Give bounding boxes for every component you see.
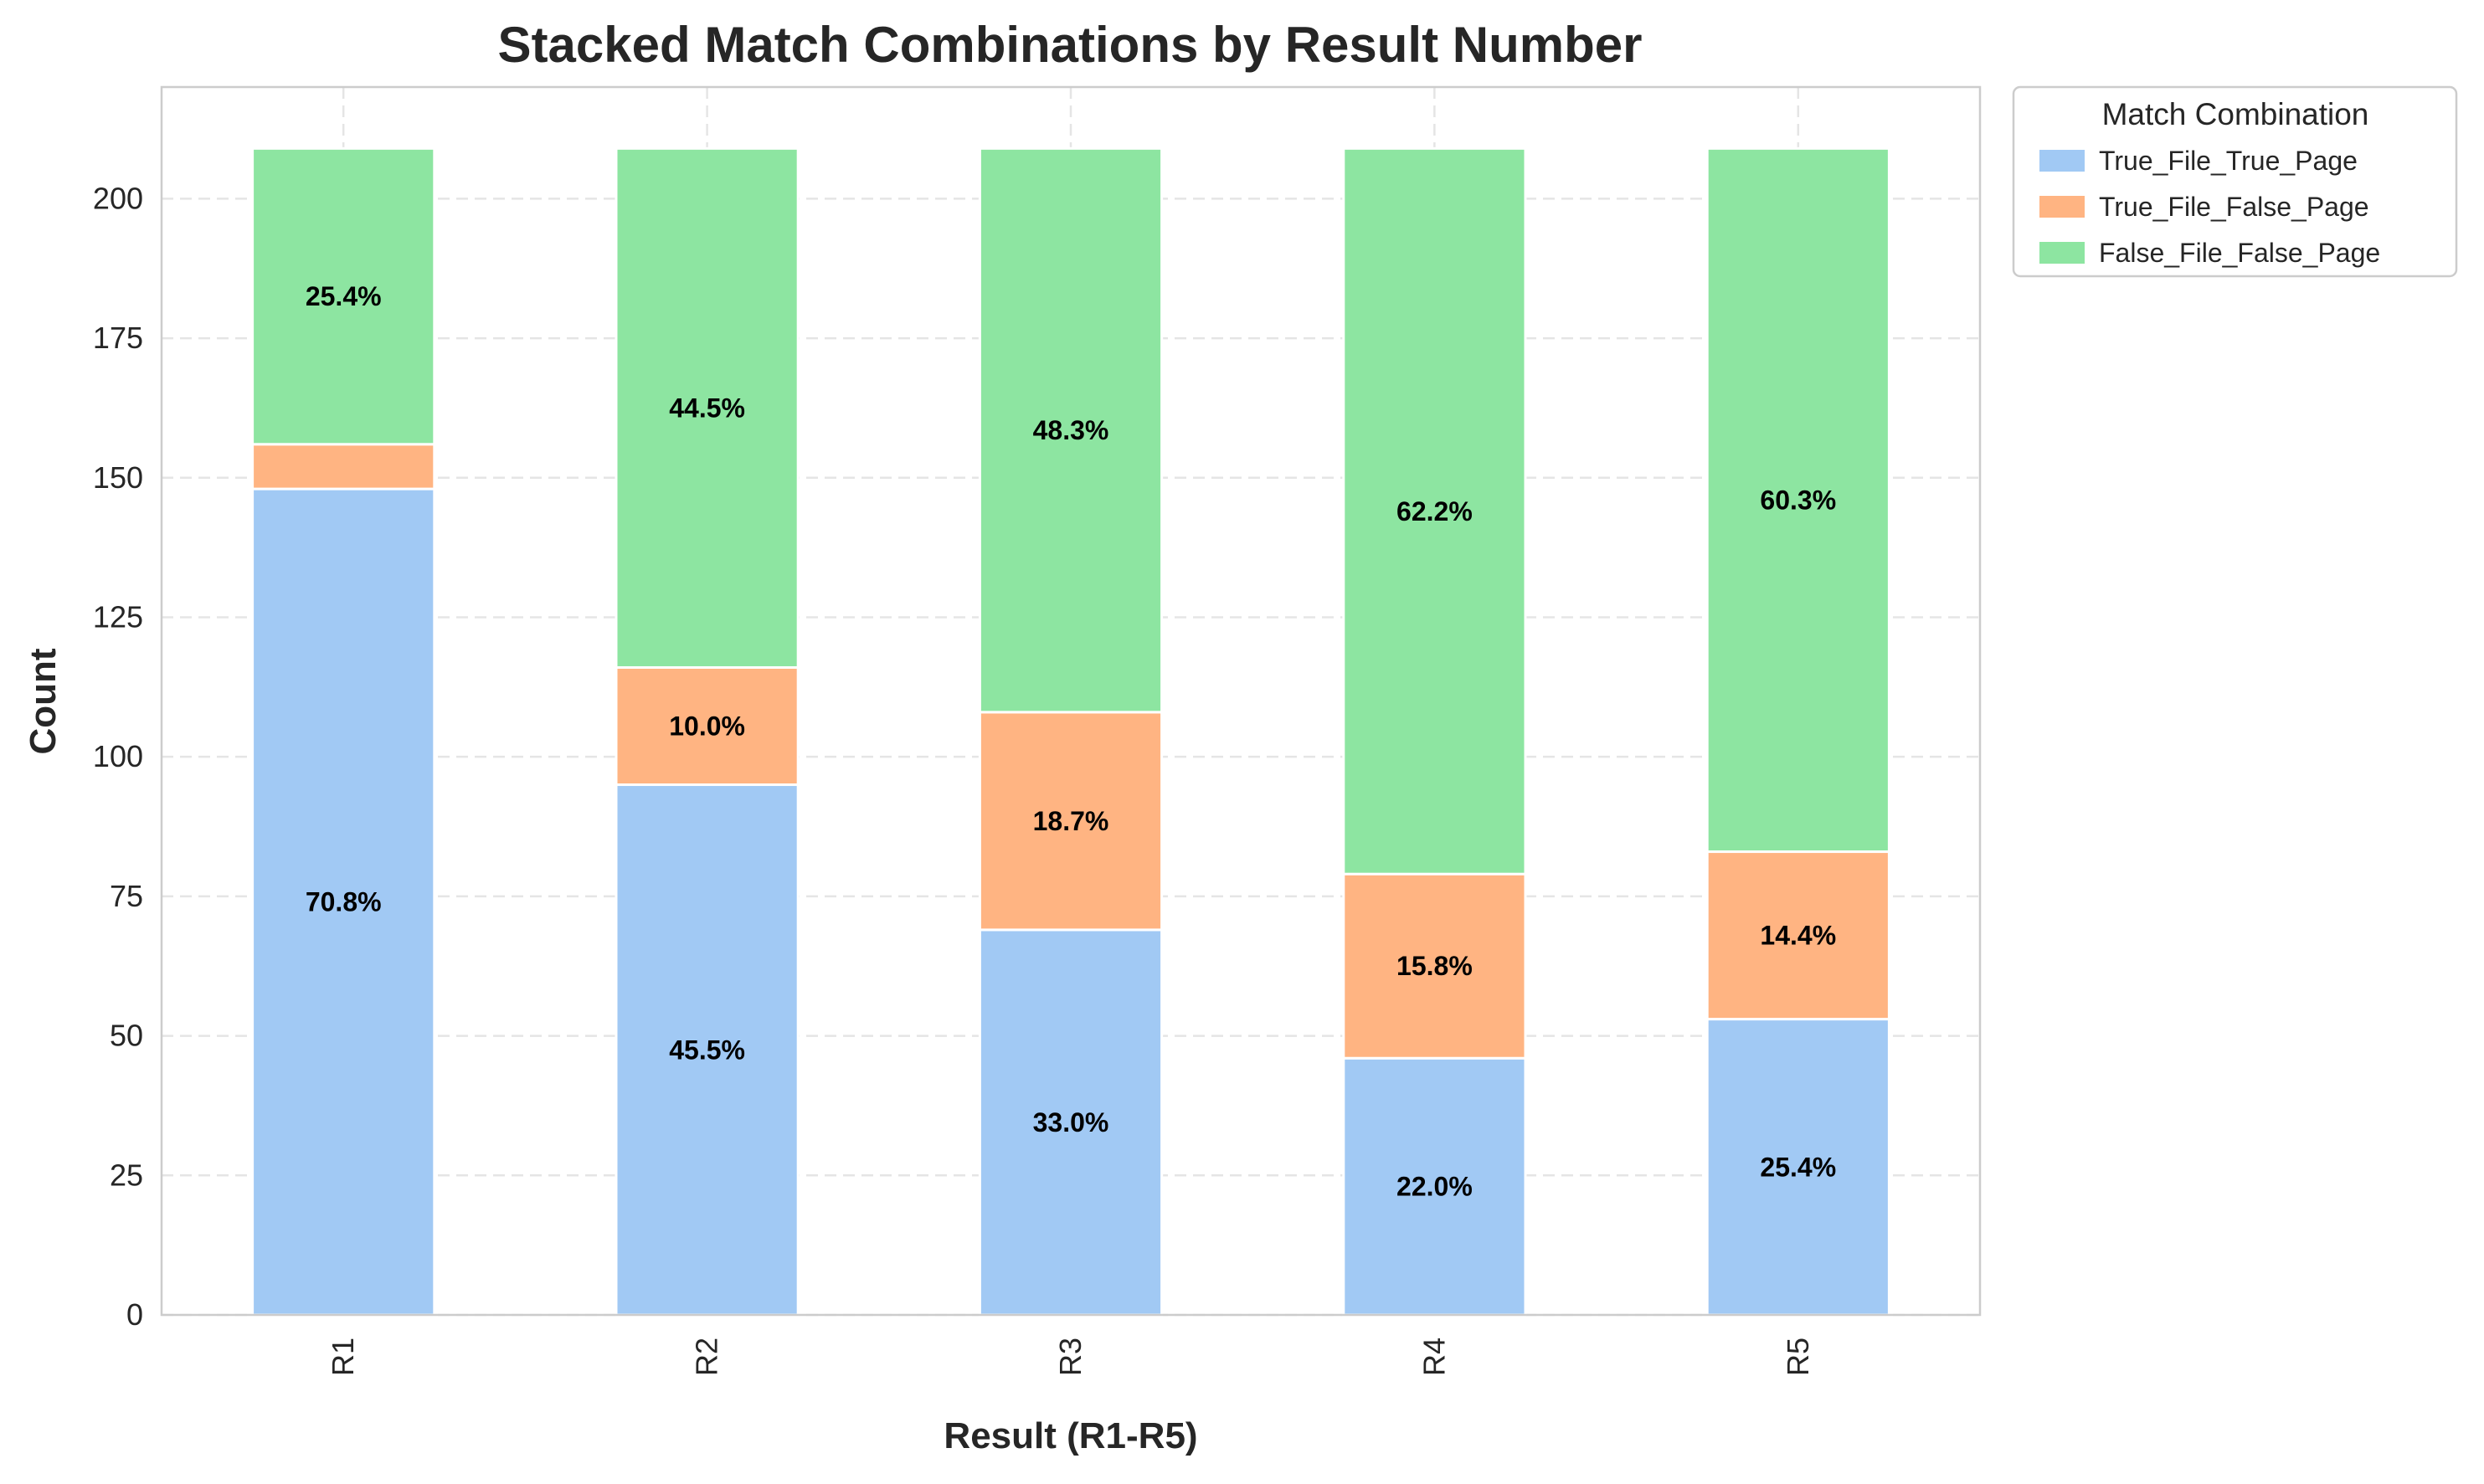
- data-labels: 70.8% 25.4% 45.5% 10.0% 44.5% 33.0% 18.7% 48.3%…: [306, 281, 1836, 1202]
- y-tick-label: 150: [93, 460, 143, 495]
- bar-segment-r2-2: [615, 665, 800, 787]
- legend-entry-label: True_File_True_Page: [2099, 146, 2358, 176]
- bar-segment-r4-3: [1342, 146, 1527, 876]
- bar-segment-r5-2: [1705, 850, 1890, 1021]
- plot-frame: [160, 85, 1982, 1317]
- y-tick-label: 100: [93, 739, 143, 773]
- data-label: 15.8%: [1396, 951, 1473, 981]
- data-label: 33.0%: [1033, 1107, 1109, 1137]
- bar-segment-r1-3: [251, 146, 436, 446]
- data-label: 25.4%: [306, 281, 382, 311]
- bar-segment-r2-1: [615, 783, 800, 1317]
- data-label: 48.3%: [1033, 415, 1109, 445]
- legend: Match Combination True_File_True_PageTru…: [2012, 85, 2458, 278]
- data-label: 14.4%: [1760, 921, 1836, 951]
- x-tick-label: R3: [1053, 1338, 1088, 1376]
- y-tick-label: 50: [110, 1019, 143, 1053]
- legend-swatch: [2038, 240, 2086, 265]
- legend-swatch: [2038, 148, 2086, 173]
- x-tick-label: R5: [1781, 1338, 1815, 1376]
- data-label: 70.8%: [306, 887, 382, 917]
- bar-segment-r2-3: [615, 146, 800, 669]
- bar-segment-r3-1: [978, 928, 1164, 1317]
- bar-segment-r5-3: [1705, 146, 1890, 854]
- data-label: 45.5%: [669, 1035, 745, 1065]
- legend-entry-label: True_File_False_Page: [2099, 192, 2369, 222]
- x-tick-label: R1: [326, 1338, 360, 1376]
- bar-segment-r3-2: [978, 711, 1164, 932]
- chart-title: Stacked Match Combinations by Result Num…: [498, 17, 1643, 73]
- x-tick-label: R4: [1417, 1338, 1451, 1376]
- data-label: 62.2%: [1396, 496, 1473, 526]
- y-tick-label: 25: [110, 1158, 143, 1192]
- bar-segment-r1-2: [251, 443, 436, 490]
- bar-segment-r4-2: [1342, 872, 1527, 1060]
- x-tick-label: R2: [690, 1338, 724, 1376]
- y-axis-label: Count: [23, 648, 64, 754]
- y-axis-ticks: 0 25 50 75 100 125 150 175 200: [93, 181, 143, 1332]
- bar-segment-r1-1: [251, 487, 436, 1317]
- bars: [251, 146, 1890, 1317]
- legend-box: [2012, 85, 2458, 278]
- bar-segment-r4-1: [1342, 1056, 1527, 1317]
- bar-segment-r5-1: [1705, 1018, 1890, 1317]
- bar-segment-r3-3: [978, 146, 1164, 714]
- y-tick-label: 125: [93, 599, 143, 634]
- data-label: 60.3%: [1760, 485, 1836, 515]
- y-tick-label: 75: [110, 879, 143, 913]
- y-tick-label: 0: [126, 1297, 143, 1332]
- x-axis-ticks: R1 R2 R3 R4 R5: [326, 1338, 1815, 1376]
- legend-items: True_File_True_Page True_File_False_Page F…: [2038, 146, 2380, 268]
- x-axis-label: Result (R1-R5): [944, 1415, 1197, 1456]
- data-label: 22.0%: [1396, 1172, 1473, 1202]
- data-label: 18.7%: [1033, 806, 1109, 836]
- data-label: 10.0%: [669, 711, 745, 742]
- y-tick-label: 200: [93, 181, 143, 215]
- data-label: 25.4%: [1760, 1152, 1836, 1182]
- legend-entry-label: False_File_False_Page: [2099, 238, 2380, 268]
- y-tick-label: 175: [93, 321, 143, 355]
- legend-title: Match Combination: [2102, 97, 2369, 131]
- data-label: 44.5%: [669, 393, 745, 423]
- legend-swatch: [2038, 194, 2086, 219]
